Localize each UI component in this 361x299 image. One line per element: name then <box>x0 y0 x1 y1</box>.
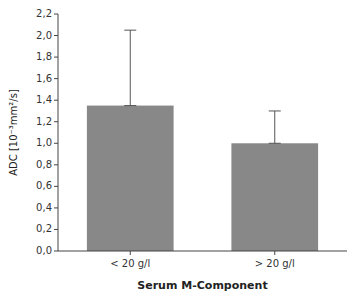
y-tick <box>54 78 58 79</box>
x-axis-label: Serum M-Component <box>137 279 267 292</box>
x-tick <box>274 251 275 255</box>
y-tick <box>54 207 58 208</box>
y-tick-label: 1,4 <box>36 94 52 105</box>
y-tick-label: 1,2 <box>36 116 52 127</box>
error-line <box>274 111 275 143</box>
y-tick <box>54 186 58 187</box>
y-tick-label: 0,8 <box>36 159 52 170</box>
chart-container: 0,0 0,2 0,4 0,6 0,8 1,0 1,2 1,4 1,6 1,8 2,0 2,2 < 20… <box>0 0 361 299</box>
y-tick <box>54 100 58 101</box>
y-axis-label: ADC [10⁻³mm²/s] <box>8 89 19 176</box>
x-tick <box>130 251 131 255</box>
error-bar <box>124 30 136 105</box>
y-tick-label: 1,0 <box>36 137 52 148</box>
y-tick <box>54 57 58 58</box>
y-tick <box>54 229 58 230</box>
y-tick <box>54 251 58 252</box>
plot-area <box>87 30 318 251</box>
x-tick-label: > 20 g/l <box>255 258 295 269</box>
y-tick-label: 2,0 <box>36 30 52 41</box>
error-cap <box>269 110 281 111</box>
x-axis-line <box>58 251 347 252</box>
y-tick <box>54 143 58 144</box>
x-tick-label: < 20 g/l <box>110 258 150 269</box>
y-tick <box>54 164 58 165</box>
error-line <box>130 30 131 105</box>
y-tick-label: 1,8 <box>36 51 52 62</box>
error-bar <box>269 111 281 143</box>
y-tick-label: 1,6 <box>36 73 52 84</box>
y-tick-label: 0,6 <box>36 180 52 191</box>
error-cap <box>269 143 281 144</box>
y-tick <box>54 35 58 36</box>
y-tick <box>54 14 58 15</box>
y-tick <box>54 121 58 122</box>
bar <box>231 143 318 251</box>
y-axis-line <box>58 14 59 251</box>
y-tick-label: 2,2 <box>36 8 52 19</box>
bar <box>87 106 174 251</box>
y-tick-label: 0,4 <box>36 202 52 213</box>
y-tick-label: 0,0 <box>36 245 52 256</box>
error-cap <box>124 105 136 106</box>
error-cap <box>124 30 136 31</box>
y-tick-label: 0,2 <box>36 223 52 234</box>
chart-svg: 0,0 0,2 0,4 0,6 0,8 1,0 1,2 1,4 1,6 1,8 2,0 2,2 < 20… <box>0 0 361 299</box>
